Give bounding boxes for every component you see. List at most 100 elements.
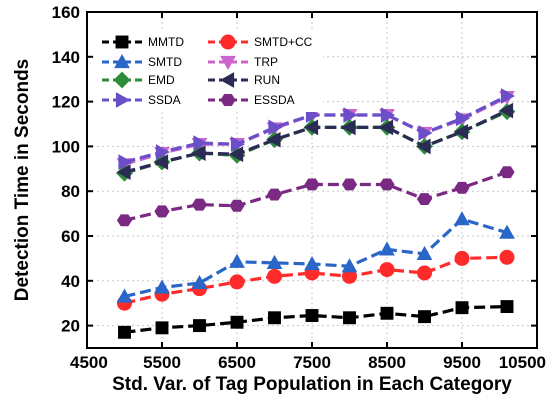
legend: MMTD SMTD+CC SMTD TRP EMD RUN SSDA ESSDA bbox=[95, 29, 323, 112]
data-point-run bbox=[116, 164, 131, 181]
data-point-ssda bbox=[455, 110, 471, 127]
legend-label: MMTD bbox=[148, 35, 184, 49]
series-ssda bbox=[118, 88, 516, 170]
legend-item-emd: EMD bbox=[102, 71, 175, 89]
data-point-mmtd bbox=[118, 325, 131, 339]
data-point-ssda bbox=[500, 88, 516, 104]
data-point-mmtd bbox=[193, 319, 206, 333]
data-point-smtd-cc bbox=[454, 250, 470, 266]
y-tick-label: 120 bbox=[52, 93, 80, 112]
data-point-essda bbox=[499, 166, 515, 179]
x-axis-title: Std. Var. of Tag Population in Each Cate… bbox=[112, 374, 512, 395]
series-run bbox=[116, 102, 514, 181]
data-point-mmtd bbox=[230, 315, 244, 329]
legend-marker bbox=[113, 71, 131, 89]
data-point-smtd-cc bbox=[499, 249, 515, 265]
data-point-run bbox=[153, 154, 169, 170]
data-point-mmtd bbox=[380, 306, 394, 320]
data-point-ssda bbox=[418, 125, 433, 141]
data-point-essda bbox=[416, 193, 433, 205]
data-point-smtd bbox=[341, 258, 358, 273]
data-point-ssda bbox=[268, 119, 283, 136]
data-point-smtd bbox=[454, 211, 470, 226]
legend-marker bbox=[220, 34, 236, 50]
data-point-smtd bbox=[229, 253, 245, 268]
data-point-smtd-cc bbox=[417, 265, 432, 281]
legend-label: EMD bbox=[148, 73, 175, 87]
data-point-ssda bbox=[343, 107, 358, 123]
data-point-run bbox=[378, 119, 394, 136]
data-point-run bbox=[498, 102, 514, 119]
legend-label: RUN bbox=[254, 73, 280, 87]
data-point-mmtd bbox=[305, 309, 319, 322]
data-point-essda bbox=[229, 199, 245, 212]
y-tick-label: 40 bbox=[61, 272, 80, 291]
legend-item-smtd: SMTD bbox=[102, 53, 182, 69]
legend-item-trp: TRP bbox=[208, 55, 278, 71]
legend-marker bbox=[219, 72, 235, 88]
x-tick-label: 5500 bbox=[143, 353, 181, 372]
x-tick-label: 6500 bbox=[218, 353, 256, 372]
data-point-mmtd bbox=[455, 301, 469, 315]
legend-item-run: RUN bbox=[208, 72, 280, 88]
legend-label: SMTD+CC bbox=[254, 35, 313, 49]
x-tick-label: 7500 bbox=[293, 353, 331, 372]
data-point-smtd bbox=[379, 241, 395, 256]
data-point-smtd bbox=[416, 245, 433, 261]
legend-item-ssda: SSDA bbox=[102, 92, 181, 108]
data-point-essda bbox=[304, 178, 320, 191]
y-tick-label: 20 bbox=[61, 317, 80, 336]
legend-marker bbox=[220, 55, 236, 71]
data-point-ssda bbox=[230, 136, 246, 153]
series-mmtd bbox=[118, 300, 514, 339]
data-point-mmtd bbox=[500, 300, 514, 314]
data-point-run bbox=[303, 119, 319, 136]
x-tick-label: 8500 bbox=[368, 353, 406, 372]
data-point-ssda bbox=[118, 154, 133, 170]
data-point-smtd bbox=[154, 279, 170, 294]
series-line-smtd bbox=[124, 217, 508, 299]
x-tick-label: 9500 bbox=[443, 353, 481, 372]
data-point-ssda bbox=[193, 135, 208, 151]
data-point-mmtd bbox=[268, 311, 281, 325]
data-point-run bbox=[453, 123, 469, 140]
data-point-run bbox=[228, 146, 244, 163]
y-tick-label: 60 bbox=[61, 227, 80, 246]
data-point-essda bbox=[454, 181, 470, 194]
y-tick-label: 160 bbox=[52, 3, 80, 22]
series-essda bbox=[116, 166, 515, 227]
data-point-mmtd bbox=[418, 310, 431, 324]
x-tick-label: 4500 bbox=[70, 353, 108, 372]
series-smtd bbox=[116, 211, 515, 303]
data-point-smtd bbox=[191, 275, 208, 290]
data-point-smtd bbox=[499, 224, 515, 239]
data-point-smtd-cc bbox=[229, 274, 245, 290]
legend-item-smtd-cc: SMTD+CC bbox=[208, 34, 313, 50]
data-point-smtd-cc bbox=[267, 268, 282, 284]
data-point-smtd bbox=[266, 254, 283, 269]
data-point-smtd bbox=[116, 288, 133, 303]
data-point-ssda bbox=[155, 144, 171, 160]
data-point-essda bbox=[341, 178, 358, 191]
y-tick-label: 140 bbox=[52, 48, 80, 67]
data-point-run bbox=[191, 145, 206, 161]
legend-marker bbox=[115, 35, 129, 49]
series-smtd-cc bbox=[117, 249, 515, 311]
x-tick-label: 10500 bbox=[499, 353, 546, 372]
data-point-mmtd bbox=[343, 311, 356, 325]
data-point-run bbox=[341, 119, 356, 136]
y-tick-label: 80 bbox=[61, 182, 80, 201]
y-axis-title: Detection Time in Seconds bbox=[12, 59, 33, 301]
legend-marker bbox=[114, 53, 130, 69]
legend-label: SMTD bbox=[148, 55, 182, 69]
data-point-run bbox=[416, 138, 431, 155]
data-point-smtd bbox=[304, 255, 320, 271]
legend-item-mmtd: MMTD bbox=[102, 35, 184, 49]
series-line-run bbox=[124, 109, 508, 174]
axis-ticks: 20 40 60 80 100 120 140 160 4500 5500 6500 7500 8500… bbox=[52, 3, 546, 372]
legend-label: SSDA bbox=[148, 93, 181, 107]
data-point-smtd-cc bbox=[379, 262, 395, 278]
legend-label: ESSDA bbox=[254, 93, 295, 107]
data-point-essda bbox=[154, 205, 170, 218]
